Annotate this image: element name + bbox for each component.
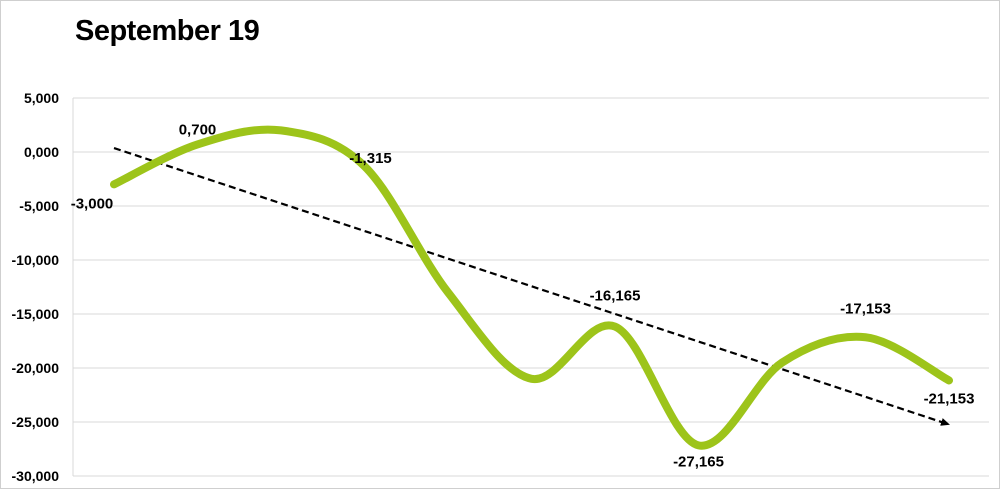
trendline-group	[113, 147, 950, 426]
y-axis: 5,000 0,000 -5,000 -10,000 -15,000 -20,000 -25…	[12, 90, 60, 484]
data-label: -27,165	[673, 453, 724, 470]
data-label: 0,700	[179, 121, 217, 138]
trendline	[113, 147, 950, 426]
data-label: -17,153	[840, 300, 891, 317]
y-tick-label: 5,000	[24, 90, 59, 106]
series-line	[110, 125, 953, 450]
y-tick-label: -10,000	[12, 252, 60, 268]
y-tick-label: -30,000	[12, 468, 60, 484]
grid-lines	[72, 97, 989, 477]
series-group	[110, 125, 953, 450]
data-label: -21,153	[924, 390, 975, 407]
y-tick-label: -20,000	[12, 360, 60, 376]
y-tick-label: -25,000	[12, 414, 60, 430]
data-label: -1,315	[349, 150, 392, 167]
chart-title: September 19	[75, 15, 260, 47]
y-tick-label: -15,000	[12, 306, 60, 322]
y-tick-label: -5,000	[19, 198, 59, 214]
data-label: -16,165	[590, 288, 641, 305]
y-tick-label: 0,000	[24, 144, 59, 160]
data-label: -3,000	[71, 195, 114, 212]
data-labels: -3,000 0,700 -1,315 -16,165 -27,165 -17,153 -2…	[71, 121, 975, 470]
